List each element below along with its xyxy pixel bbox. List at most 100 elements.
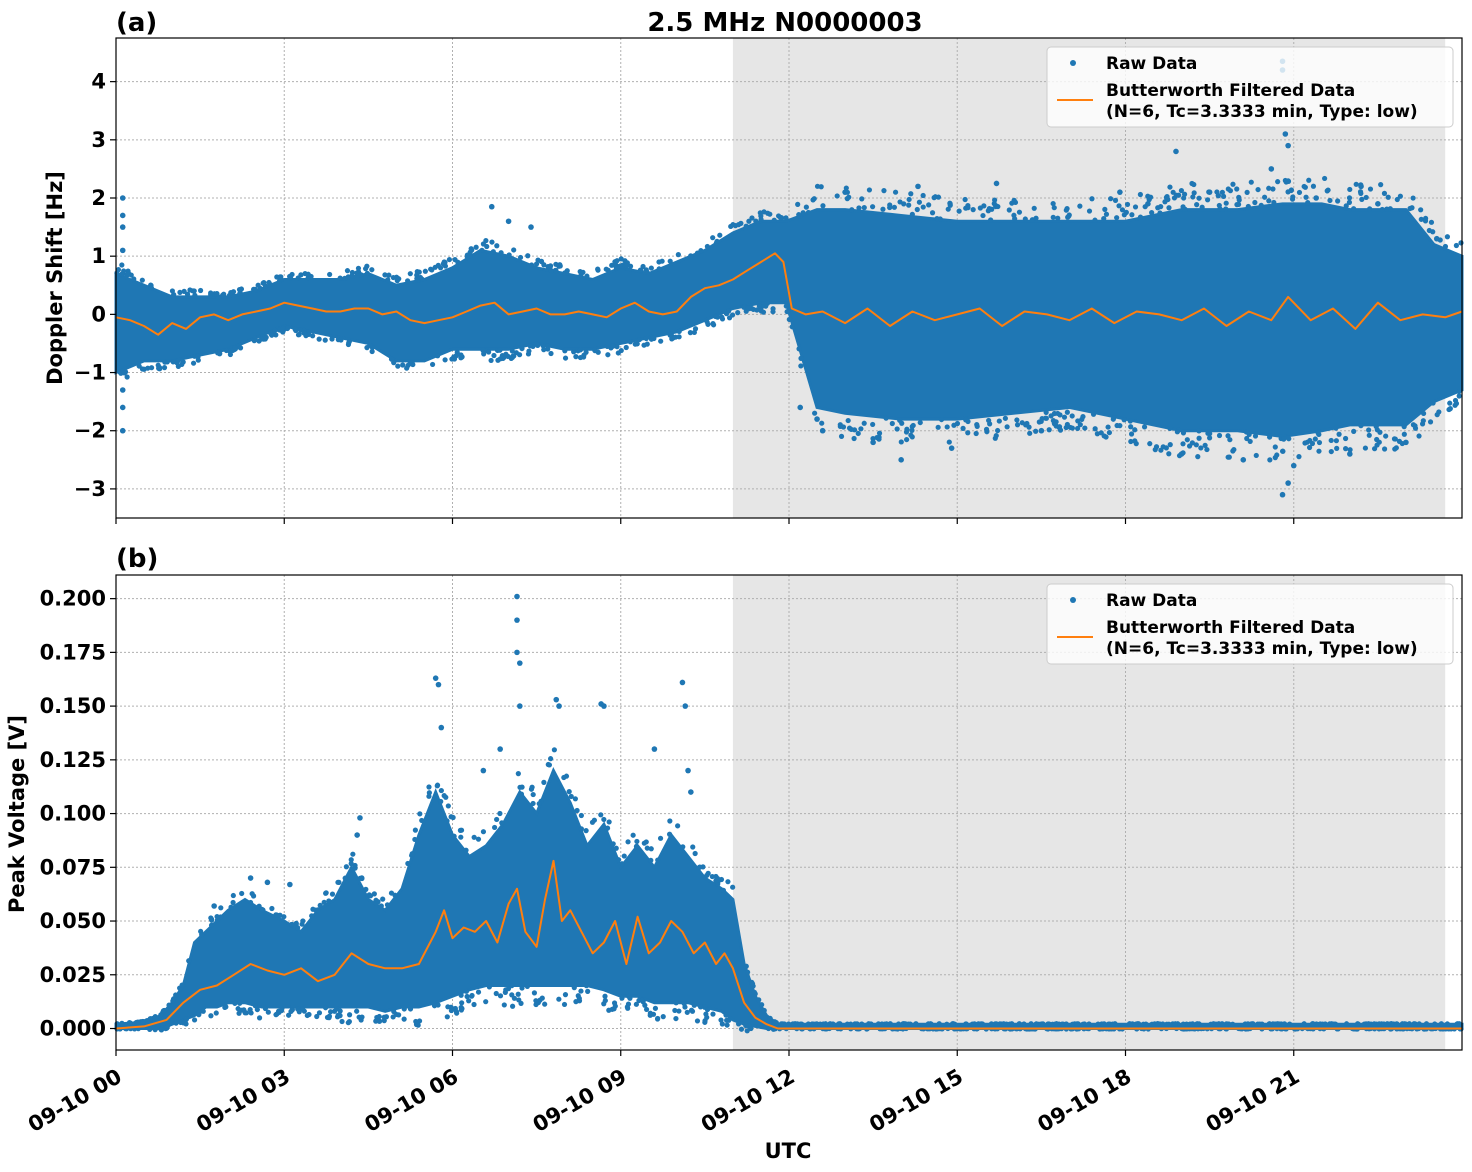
panel-b-raw-point — [310, 906, 316, 912]
panel-a-raw-point — [584, 273, 590, 279]
panel-b-raw-point — [328, 1009, 334, 1015]
panel-a-raw-point — [1116, 203, 1122, 209]
panel-b-raw-point — [720, 887, 726, 893]
panel-b-raw-point — [611, 1000, 618, 1006]
panel-b-xtick-label: 09-10 03 — [192, 1064, 294, 1137]
panel-a-raw-point — [1275, 179, 1281, 185]
panel-b-raw-point — [277, 912, 283, 918]
panel-a-raw-point — [1346, 195, 1353, 201]
panel-b-raw-point — [1081, 1021, 1088, 1027]
panel-a-raw-point — [170, 293, 176, 299]
panel-a-raw-point — [920, 204, 926, 210]
panel-a-raw-point — [338, 337, 344, 343]
panel-b-raw-point — [1361, 1021, 1367, 1027]
panel-b-raw-point — [501, 1002, 507, 1008]
panel-b-ytick-label: 0.125 — [40, 748, 106, 772]
panel-b-raw-point — [309, 913, 315, 919]
panel-a-raw-point — [442, 259, 448, 265]
panel-b-raw-point — [357, 875, 363, 881]
panel-b-raw-point — [384, 902, 391, 908]
panel-a-raw-point — [1128, 431, 1135, 437]
panel-b-raw-point — [913, 1021, 919, 1027]
panel-a-frame — [115, 37, 1463, 519]
panel-b-raw-point — [173, 1020, 179, 1026]
panel-b-raw-point — [641, 840, 647, 846]
panel-a-raw-point — [1214, 189, 1220, 195]
panel-b-raw-outlier — [514, 593, 520, 600]
panel-a-raw-outlier — [1173, 148, 1179, 155]
panel-b-raw-point — [444, 1014, 450, 1020]
panel-a-raw-point — [910, 422, 916, 429]
panel-a-raw-point — [395, 363, 401, 369]
panel-a-raw-point — [656, 266, 662, 272]
panel-a-raw-point — [1316, 448, 1322, 454]
panel-b-raw-point — [602, 993, 608, 999]
panel-a-raw-point — [1252, 199, 1258, 206]
panel-a-raw-point — [1327, 197, 1333, 204]
panel-b-raw-point — [1432, 1021, 1438, 1027]
panel-a-raw-point — [1198, 445, 1204, 451]
panel-a-raw-point — [1167, 184, 1173, 190]
panel-a-raw-point — [266, 279, 272, 286]
panel-a-raw-point — [494, 243, 500, 249]
panel-b-raw-point — [391, 1008, 397, 1015]
panel-a-raw-point — [704, 243, 710, 250]
panel-a-raw-point — [1325, 187, 1331, 193]
panel-a-raw-point — [1124, 201, 1131, 208]
panel-a-raw-point — [1322, 175, 1328, 182]
panel-a-raw-point — [1022, 216, 1028, 222]
panel-b-raw-point — [660, 1014, 666, 1020]
panel-a-raw-point — [1266, 434, 1273, 440]
panel-b-raw-point — [214, 913, 220, 920]
panel-a-raw-point — [1236, 197, 1242, 203]
panel-a-ytick-label: −2 — [74, 419, 106, 443]
panel-b-raw-point — [304, 1012, 310, 1019]
panel-a-raw-point — [891, 204, 897, 210]
panel-a-raw-point — [580, 354, 587, 360]
panel-a-raw-point — [1080, 414, 1086, 420]
panel-b-raw-point — [644, 845, 650, 851]
panel-a-raw-point — [161, 365, 168, 371]
panel-a-raw-point — [1434, 412, 1440, 418]
panel-a-raw-point — [675, 252, 681, 258]
panel-b-raw-point — [993, 1021, 1000, 1027]
panel-b-raw-point — [630, 832, 636, 838]
panel-a-raw-point — [362, 266, 369, 272]
panel-b-raw-point — [691, 1002, 697, 1008]
panel-b-raw-point — [1371, 1021, 1378, 1027]
panel-b-raw-point — [1376, 1021, 1382, 1027]
panel-a-raw-point — [1453, 242, 1459, 249]
panel-b-raw-point — [827, 1021, 833, 1027]
panel-a-raw-point — [414, 272, 420, 278]
panel-a-raw-point — [947, 201, 953, 207]
panel-a-raw-point — [846, 194, 852, 200]
panel-a-raw-point — [556, 262, 562, 268]
panel-b-raw-point — [710, 1011, 716, 1017]
panel-a-raw-point — [974, 421, 980, 428]
panel-b-raw-point — [1045, 1021, 1051, 1027]
panel-b-raw-point — [376, 1018, 382, 1024]
panel-a-raw-point — [1266, 198, 1272, 204]
panel-b-raw-point — [346, 1012, 353, 1018]
panel-a-raw-point — [272, 327, 278, 334]
panel-b-raw-point — [1040, 1021, 1046, 1027]
panel-a-raw-point — [1335, 198, 1341, 204]
panel-b-raw-point — [279, 1006, 285, 1012]
panel-a-raw-point — [316, 336, 322, 342]
panel-b-raw-point — [936, 1021, 942, 1027]
panel-a-raw-point — [687, 330, 693, 336]
panel-a-raw-outlier — [119, 224, 126, 230]
panel-a-raw-point — [1112, 197, 1119, 203]
panel-b-raw-point — [412, 827, 418, 833]
panel-a-raw-point — [432, 264, 438, 270]
panel-b-raw-point — [859, 1021, 865, 1027]
panel-b-ytick-label: 0.150 — [40, 694, 106, 718]
panel-b-raw-point — [350, 851, 356, 857]
panel-a-raw-point — [548, 268, 554, 274]
panel-b-raw-point — [352, 862, 358, 869]
panel-a-raw-point — [1225, 433, 1231, 439]
panel-a-raw-point — [615, 350, 621, 356]
panel-a-raw-point — [1123, 209, 1129, 215]
panel-a-raw-point — [745, 305, 752, 311]
panel-a-raw-point — [385, 277, 391, 283]
